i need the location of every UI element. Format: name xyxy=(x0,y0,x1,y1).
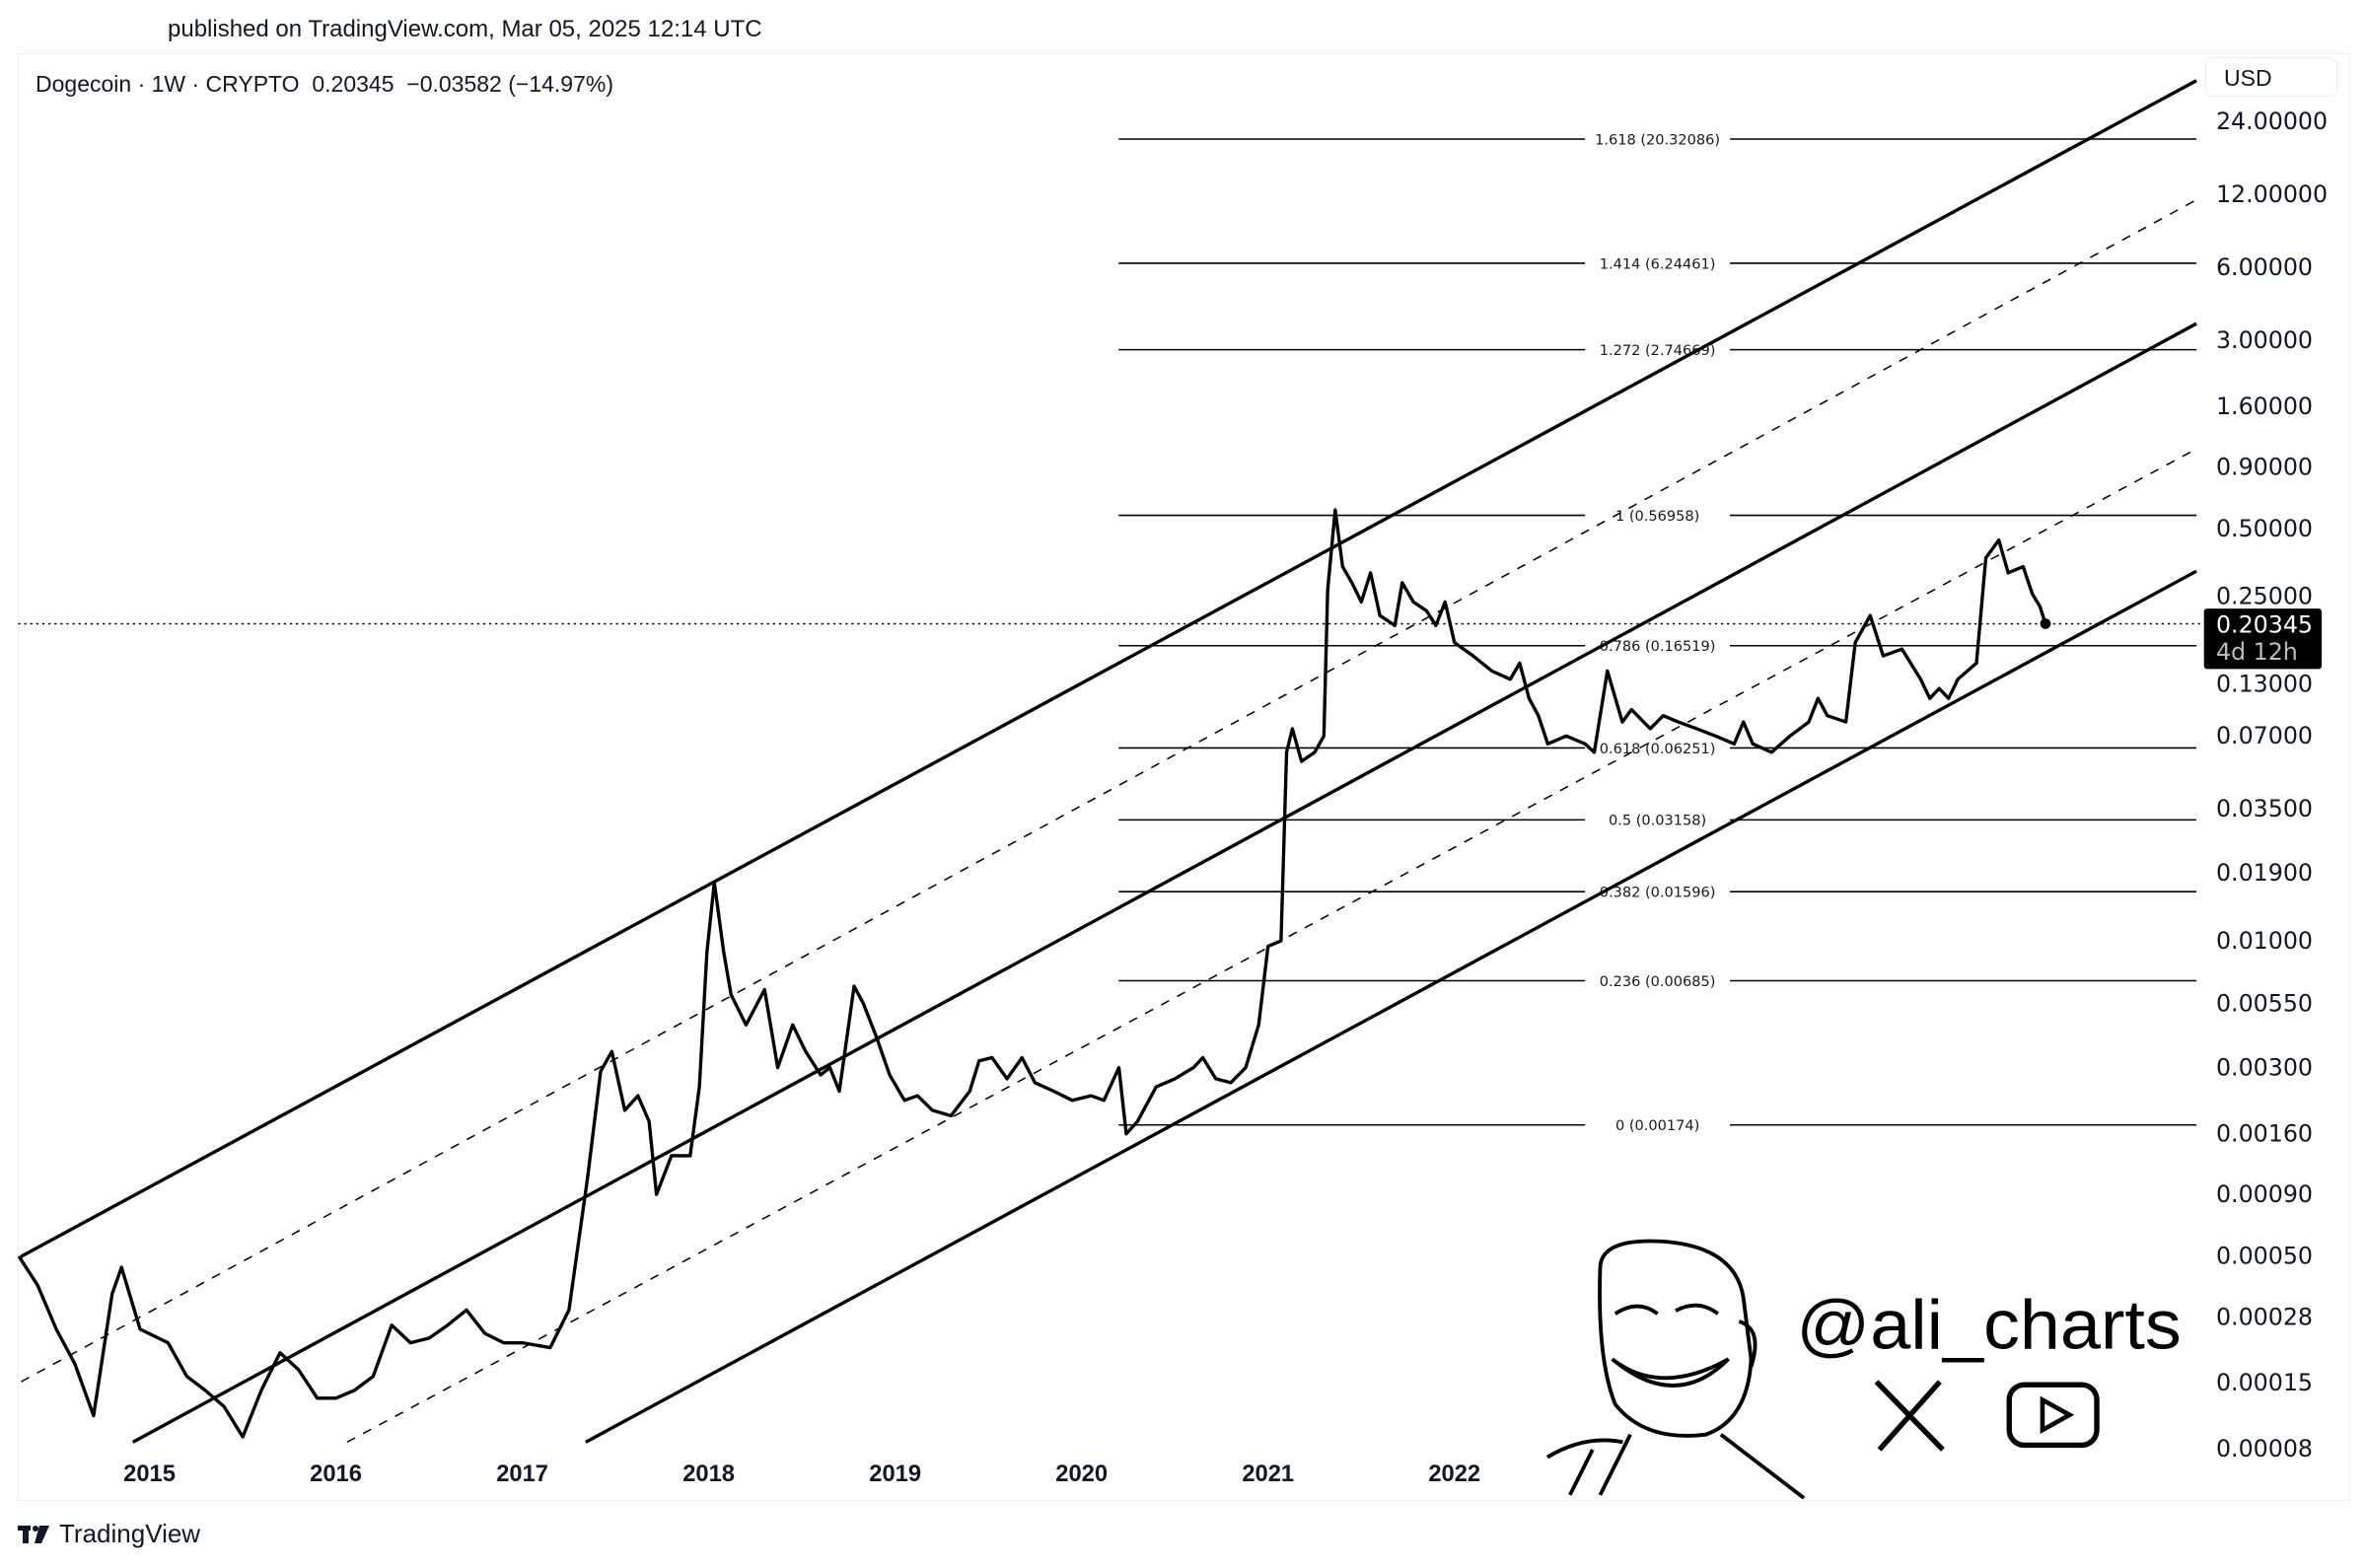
fib-level-label: 0.5 (0.03158) xyxy=(1609,814,1706,829)
price-tick-label: 0.00008 xyxy=(2216,1435,2313,1462)
symbol-change: −0.03582 (−14.97%) xyxy=(406,71,613,97)
fib-level-label: 0.236 (0.00685) xyxy=(1600,974,1716,990)
price-tick-label: 6.00000 xyxy=(2216,253,2313,281)
symbol-legend: Dogecoin · 1W · CRYPTO 0.20345 −0.03582 … xyxy=(36,71,613,98)
fib-level-label: 1.414 (6.24461) xyxy=(1600,256,1716,272)
trollface-avatar xyxy=(1545,1239,1806,1500)
price-tick-label: 0.00028 xyxy=(2216,1303,2313,1330)
price-tick-label: 0.90000 xyxy=(2216,453,2313,480)
channel-lower-dashed-line xyxy=(346,448,2197,1444)
price-tick-label: 0.03500 xyxy=(2216,795,2313,822)
fib-label-bg xyxy=(1585,253,1731,273)
price-tick-label: 0.50000 xyxy=(2216,515,2313,542)
year-tick-label: 2015 xyxy=(123,1461,176,1487)
fib-label-bg xyxy=(1585,636,1731,655)
fibonacci-levels: 1.618 (20.32086)1.414 (6.24461)1.272 (2.… xyxy=(1118,129,2197,1134)
fib-label-bg xyxy=(1585,883,1731,901)
regression-channel xyxy=(20,79,2197,1444)
price-series-line xyxy=(17,508,2047,1439)
watermark-handle: @ali_charts xyxy=(1796,1285,2181,1363)
price-tick-label: 0.00090 xyxy=(2216,1180,2313,1208)
price-axis[interactable]: 24.00000 12.00000 6.00000 3.00000 1.60000 0.9… xyxy=(2216,107,2328,1462)
last-price-value: 0.20345 xyxy=(2216,611,2313,639)
fib-label-bg xyxy=(1585,129,1731,149)
year-tick-label: 2019 xyxy=(869,1461,921,1487)
year-tick-label: 2017 xyxy=(496,1461,548,1487)
fib-level-label: 1.618 (20.32086) xyxy=(1595,132,1720,148)
fib-label-bg xyxy=(1585,971,1731,990)
time-axis[interactable]: 2015 2016 2017 2018 2019 2020 2021 2022 xyxy=(123,1461,1480,1487)
price-tick-label: 0.00015 xyxy=(2216,1369,2313,1396)
price-tick-label: 0.07000 xyxy=(2216,722,2313,749)
fib-level-label: 0.786 (0.16519) xyxy=(1600,639,1716,655)
price-tick-label: 0.00550 xyxy=(2216,990,2313,1018)
published-caption: published on TradingView.com, Mar 05, 20… xyxy=(168,16,762,42)
chart-frame xyxy=(18,53,2349,1501)
fib-label-bg xyxy=(1585,506,1731,525)
x-logo-icon xyxy=(1874,1380,1945,1452)
fib-label-bg xyxy=(1585,811,1731,829)
tradingview-logo-icon xyxy=(18,1525,49,1543)
year-tick-label: 2020 xyxy=(1055,1461,1108,1487)
channel-lower-line xyxy=(585,569,2197,1444)
price-tick-label: 0.25000 xyxy=(2216,583,2313,610)
fib-level-label: 1 (0.56958) xyxy=(1615,509,1699,525)
channel-upper-line xyxy=(20,79,2197,1258)
fib-label-bg xyxy=(1585,1115,1731,1134)
fib-level-label: 0.382 (0.01596) xyxy=(1600,886,1716,901)
year-tick-label: 2016 xyxy=(310,1461,362,1487)
last-price-dot xyxy=(2040,618,2051,629)
price-tick-label: 0.00050 xyxy=(2216,1243,2313,1270)
channel-upper-dashed-line xyxy=(21,198,2197,1383)
channel-middle-line xyxy=(131,321,2197,1444)
youtube-icon xyxy=(2006,1382,2100,1449)
last-price-badge: 0.20345 4d 12h xyxy=(2203,608,2323,670)
price-tick-label: 0.01000 xyxy=(2216,927,2313,955)
price-tick-label: 0.01900 xyxy=(2216,859,2313,887)
tradingview-brand: TradingView xyxy=(59,1519,201,1548)
symbol-price: 0.20345 xyxy=(312,71,394,97)
price-tick-label: 0.00300 xyxy=(2216,1053,2313,1081)
fib-level-label: 0 (0.00174) xyxy=(1615,1118,1699,1134)
symbol-name[interactable]: Dogecoin · 1W · CRYPTO xyxy=(36,71,300,97)
price-tick-label: 0.13000 xyxy=(2216,670,2313,697)
fib-label-bg xyxy=(1585,340,1731,359)
price-tick-label: 12.00000 xyxy=(2216,180,2328,208)
tradingview-logo[interactable]: TradingView xyxy=(18,1519,200,1549)
bar-countdown: 4d 12h xyxy=(2216,638,2298,666)
price-tick-label: 3.00000 xyxy=(2216,326,2313,354)
fib-label-bg xyxy=(1585,739,1731,757)
price-tick-label: 24.00000 xyxy=(2216,107,2328,135)
fib-level-label: 0.618 (0.06251) xyxy=(1600,742,1716,757)
year-tick-label: 2021 xyxy=(1242,1461,1294,1487)
price-tick-label: 1.60000 xyxy=(2216,392,2313,420)
currency-button[interactable]: USD xyxy=(2205,57,2337,97)
year-tick-label: 2022 xyxy=(1428,1461,1480,1487)
year-tick-label: 2018 xyxy=(682,1461,735,1487)
price-tick-label: 0.00160 xyxy=(2216,1119,2313,1147)
